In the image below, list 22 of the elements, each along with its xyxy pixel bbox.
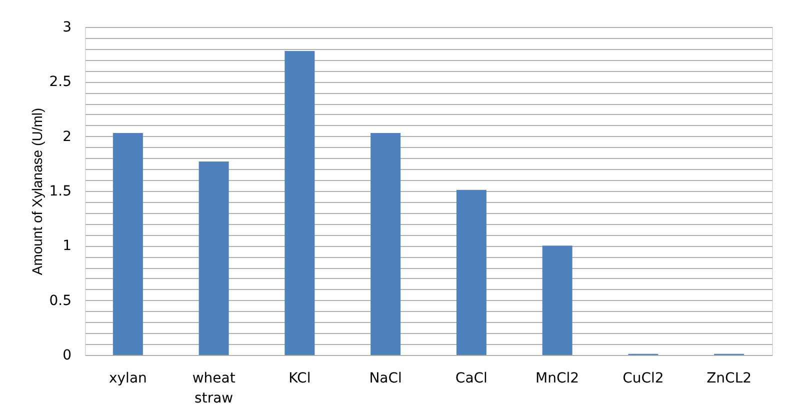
bar [542,246,572,355]
x-tick-label: MnCl2 [536,370,580,386]
x-tick-label: NaCl [369,370,402,386]
y-tick-label: 0 [62,348,72,364]
x-tick-label: KCl [288,370,311,386]
bar [112,133,143,355]
x-tick-label: ZnCL2 [706,370,752,386]
y-tick-label: 1 [62,238,72,254]
y-tick-label: 3 [62,20,72,36]
bar [370,133,401,355]
x-tick-label: CuCl2 [622,370,664,386]
x-tick-label: wheat straw [192,370,236,406]
bar [198,161,229,355]
bar [284,51,315,355]
y-axis-title: Amount of Xylanase (U/ml) [29,108,46,276]
y-tick-label: 2 [62,128,72,145]
y-tick-label: 0.5 [49,292,72,309]
y-tick-label: 1.5 [49,184,72,200]
x-tick-label: xylan [108,370,147,386]
x-tick-label: CaCl [455,370,488,386]
bar [456,190,486,355]
y-tick-label: 2.5 [49,74,72,90]
